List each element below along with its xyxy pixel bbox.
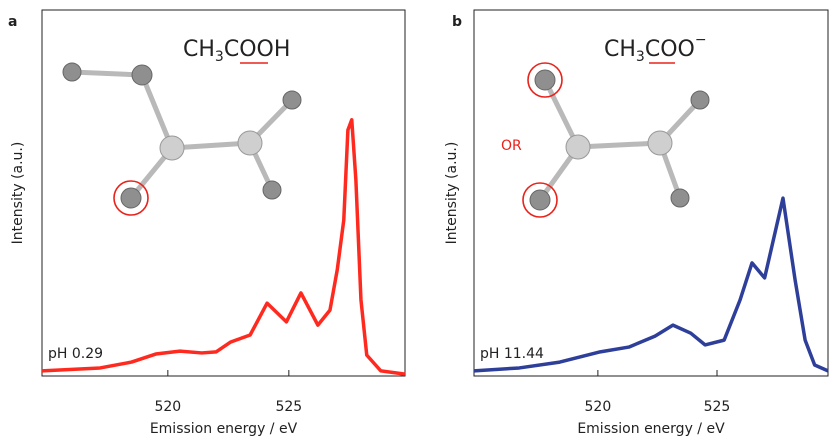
molecule-b xyxy=(523,63,709,217)
plot-frame xyxy=(474,10,828,376)
formula-part: CH xyxy=(604,37,636,62)
formula-part: 3 xyxy=(215,49,224,65)
x-tick-label: 520 xyxy=(154,399,181,415)
x-axis-label: Emission energy / eV xyxy=(150,421,298,437)
formula-part: COO xyxy=(645,37,695,62)
x-tick-label: 520 xyxy=(585,399,612,415)
x-axis-label: Emission energy / eV xyxy=(577,421,725,437)
annotation: pH 11.44 xyxy=(480,346,544,362)
spectrum-line xyxy=(42,120,405,374)
formula-part: COOH xyxy=(224,37,291,62)
molecule-a xyxy=(63,63,301,215)
formula-part: − xyxy=(695,32,707,48)
formula: CH3COO− xyxy=(604,32,707,65)
panel-label: a xyxy=(8,14,17,30)
formula-part: CH xyxy=(183,37,215,62)
figure: a Intensity (a.u.) Emission energy / eV pH … xyxy=(0,0,830,439)
formula-part: 3 xyxy=(636,49,645,65)
spectrum-line xyxy=(474,198,828,371)
panel-label: b xyxy=(452,14,462,30)
formula: CH3COOH xyxy=(183,37,290,65)
x-tick-label: 525 xyxy=(704,399,731,415)
y-axis-label: Intensity (a.u.) xyxy=(444,142,460,245)
y-axis-label: Intensity (a.u.) xyxy=(10,142,26,245)
x-tick-label: 525 xyxy=(275,399,302,415)
annotation: pH 0.29 xyxy=(48,346,103,362)
or-label: OR xyxy=(501,138,522,154)
